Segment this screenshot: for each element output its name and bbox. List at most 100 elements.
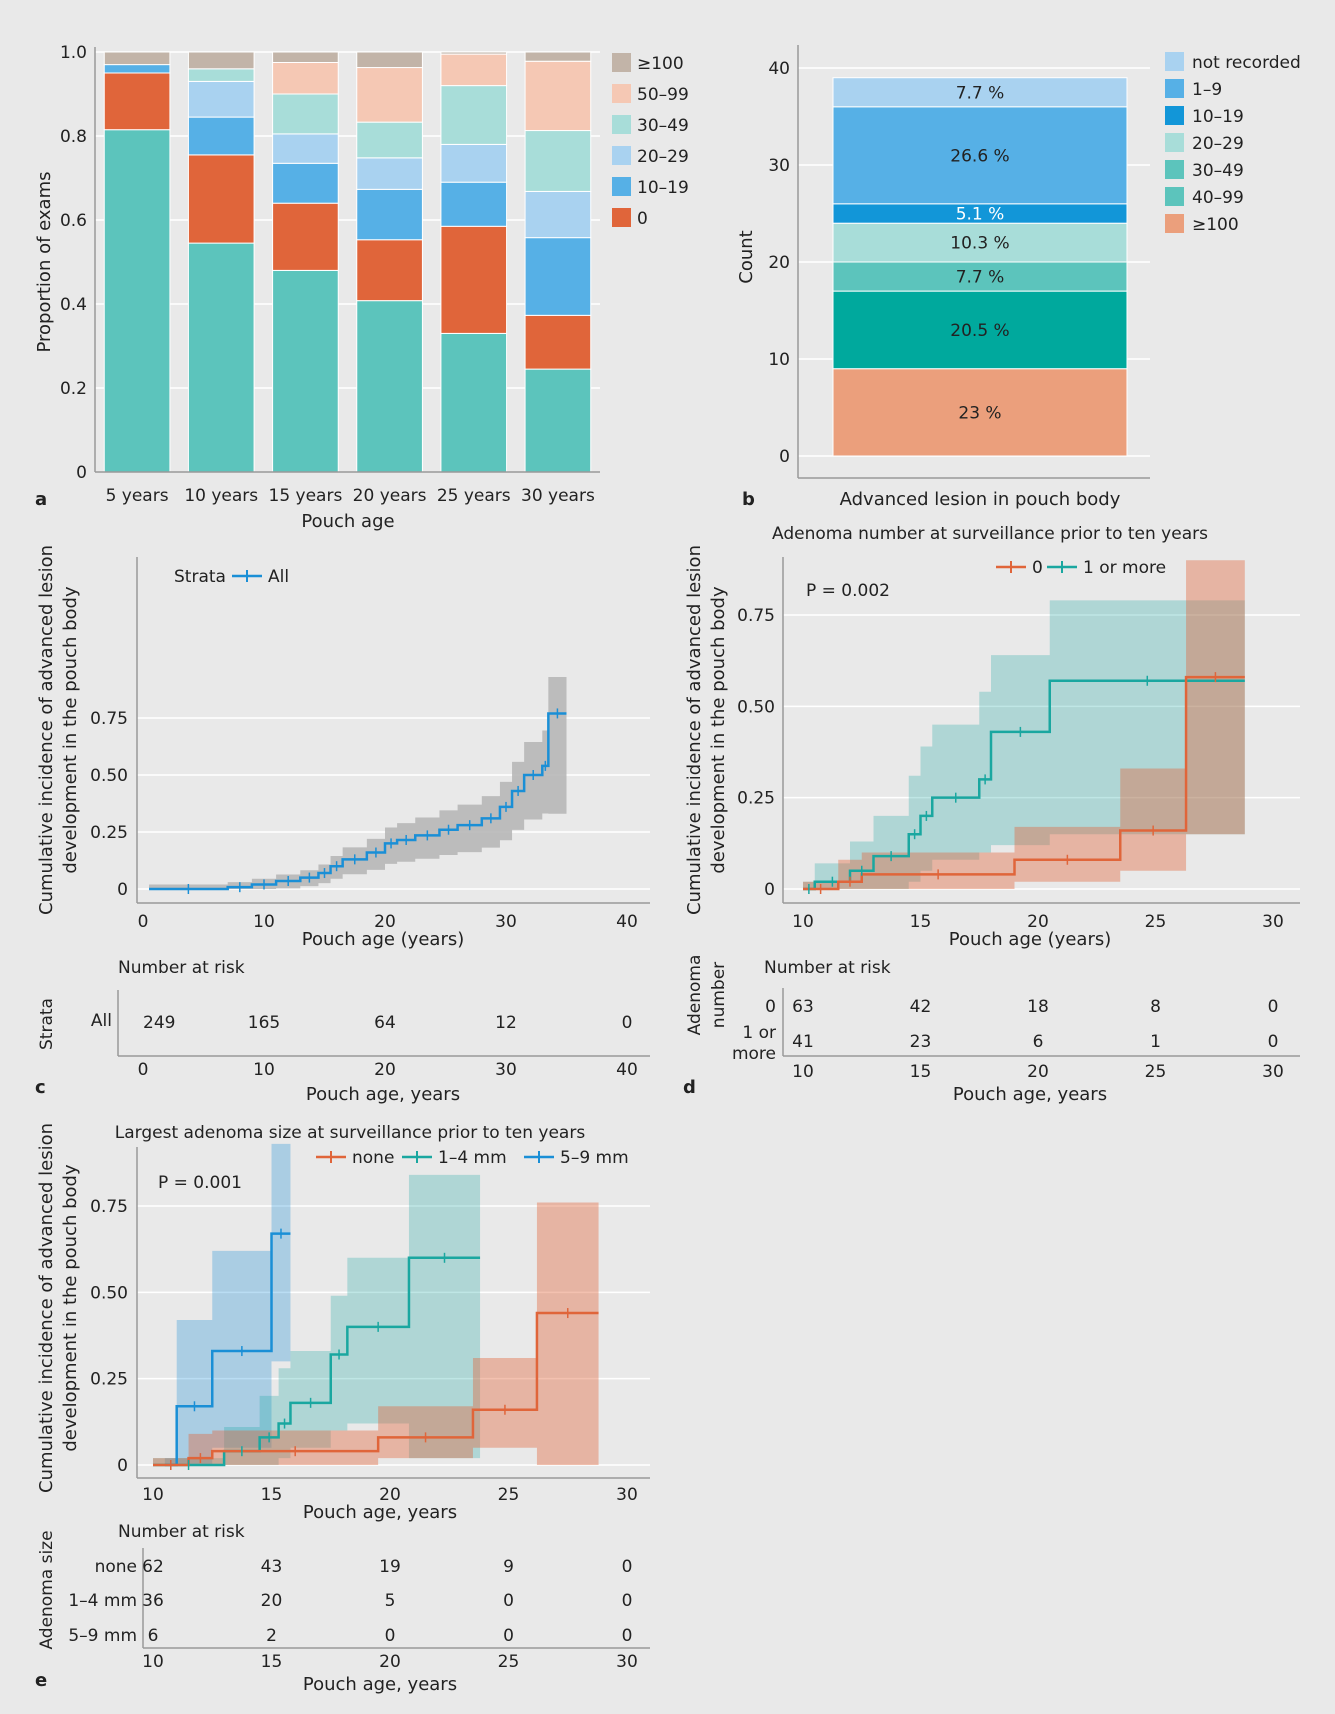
x-tick-label: 20	[374, 912, 396, 932]
x-tick-label: 30	[616, 1652, 638, 1672]
y-tick-label: 0.6	[60, 211, 87, 231]
x-tick-label: 30	[495, 912, 517, 932]
chart-title: Largest adenoma size at surveillance pri…	[115, 1123, 586, 1143]
x-axis-label: Pouch age (years)	[949, 929, 1112, 950]
risk-row-label: 0	[765, 997, 776, 1017]
x-tick-label: 10	[792, 912, 814, 932]
risk-value: 19	[379, 1557, 401, 1577]
bar-segment	[187, 242, 255, 473]
x-axis-label: Pouch age	[301, 511, 394, 532]
bar-segment	[524, 190, 592, 239]
bar-segment	[832, 77, 1128, 108]
y-tick-label: 0.4	[60, 295, 87, 315]
legend-label: ≥100	[1192, 215, 1239, 235]
p-value: P = 0.001	[158, 1173, 242, 1193]
x-axis-label: Pouch age, years	[303, 1502, 457, 1523]
risk-value: 0	[622, 1591, 633, 1611]
legend-label: ≥100	[637, 54, 684, 74]
bar-segment	[187, 68, 255, 82]
km-curve	[803, 675, 1245, 891]
x-tick-label: 10	[253, 1060, 275, 1080]
panel-label: e	[35, 1670, 47, 1691]
bar-segment	[356, 157, 423, 190]
y-tick-label: 0.75	[737, 606, 775, 626]
bar-segment	[440, 332, 508, 473]
x-tick-label: 30	[1262, 912, 1284, 932]
risk-row-label: none	[95, 1557, 137, 1577]
bar-segment	[524, 51, 592, 62]
x-tick-label: 10	[253, 912, 275, 932]
risk-value: 0	[622, 1013, 633, 1033]
risk-value: 6	[148, 1626, 159, 1646]
x-tick-label: 40	[616, 912, 638, 932]
bar-segment	[524, 368, 592, 473]
x-tick-label: 20 years	[353, 486, 427, 506]
y-axis-label: Count	[736, 230, 757, 283]
risk-value: 23	[910, 1032, 932, 1052]
legend-label: 5–9 mm	[560, 1148, 629, 1168]
confidence-band	[164, 1143, 291, 1465]
risk-value: 2	[266, 1626, 277, 1646]
bar-segment	[187, 154, 255, 244]
x-axis-label: Advanced lesion in pouch body	[840, 489, 1121, 510]
bar-segment	[832, 106, 1128, 205]
y-tick-label: 0	[764, 880, 775, 900]
y-axis-label: Cumulative incidence of advanced lesion	[684, 545, 705, 915]
legend-label: 1 or more	[1083, 558, 1166, 578]
risk-table-title: Number at risk	[118, 958, 245, 978]
bar-segment	[103, 129, 171, 473]
bar-segment	[103, 51, 171, 66]
legend-swatch	[612, 177, 631, 196]
data-label: 26.6 %	[950, 146, 1009, 166]
risk-value: 43	[261, 1557, 283, 1577]
y-tick-label: 0	[117, 1456, 128, 1476]
y-tick-label: 40	[768, 59, 790, 79]
panel-a-stacked-bar: 5 years 10 years 15 years 20 years 25 years 3…	[34, 43, 689, 532]
confidence-band	[153, 1174, 481, 1465]
p-value: P = 0.002	[806, 581, 890, 601]
x-tick-label: 15	[261, 1485, 283, 1505]
data-label: 7.7 %	[956, 83, 1005, 103]
panel-label: b	[742, 489, 755, 510]
legend-swatch	[612, 84, 631, 103]
bar-segment	[356, 300, 423, 473]
legend-label: 20–29	[637, 147, 689, 167]
risk-value: 5	[385, 1591, 396, 1611]
legend-label: 20–29	[1192, 134, 1244, 154]
risk-row-title: Strata	[37, 998, 57, 1050]
y-tick-label: 0.50	[737, 697, 775, 717]
risk-value: 9	[503, 1557, 514, 1577]
x-tick-label: 25	[498, 1652, 520, 1672]
panel-label: d	[683, 1077, 696, 1098]
y-tick-label: 0	[117, 880, 128, 900]
risk-value: 0	[1268, 1032, 1279, 1052]
x-tick-label: 20	[379, 1652, 401, 1672]
data-label: 7.7 %	[956, 268, 1005, 288]
risk-table-title: Number at risk	[118, 1522, 245, 1542]
bar-segment	[356, 51, 423, 69]
bar-segment	[103, 64, 171, 74]
risk-value: 0	[385, 1626, 396, 1646]
y-tick-label: 20	[768, 253, 790, 273]
bar-segment	[272, 269, 339, 473]
risk-table-title: Number at risk	[764, 958, 891, 978]
legend-label: none	[352, 1148, 394, 1168]
bar-segment	[832, 290, 1128, 370]
bar-segment	[440, 85, 508, 145]
risk-value: 1	[1150, 1032, 1161, 1052]
risk-value: 64	[374, 1013, 396, 1033]
legend-swatch	[1165, 160, 1184, 179]
y-tick-label: 0.75	[90, 709, 128, 729]
y-tick-label: 0.50	[90, 1283, 128, 1303]
legend-label: 50–99	[637, 85, 689, 105]
data-label: 20.5 %	[950, 321, 1009, 341]
x-tick-label: 10	[142, 1485, 164, 1505]
bar-segment	[440, 225, 508, 334]
x-tick-label: 30	[1262, 1062, 1284, 1082]
legend-swatch	[1165, 214, 1184, 233]
legend-label: 10–19	[637, 178, 689, 198]
bar-segment	[832, 368, 1128, 457]
legend-title: Strata	[174, 567, 226, 587]
bar-segment	[356, 239, 423, 302]
